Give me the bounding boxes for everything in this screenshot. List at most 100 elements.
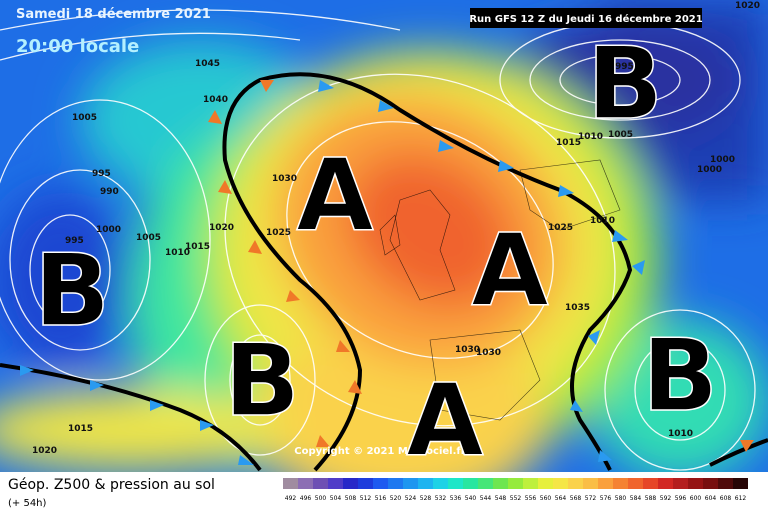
- colorbar-cell: [553, 478, 568, 489]
- colorbar-cell: [688, 478, 703, 489]
- isobar-label: 1010: [590, 216, 615, 226]
- colorbar-cell: [298, 478, 313, 489]
- colorbar-cell: [373, 478, 388, 489]
- colorbar-cell: [283, 478, 298, 489]
- isobar-label: 1010: [578, 132, 603, 142]
- isobar-label: 1005: [608, 130, 633, 140]
- colorbar: 492 496 500 504 508 512 516 520 524 528 532 536 540 5…: [283, 478, 748, 502]
- colorbar-cell: [733, 478, 748, 489]
- colorbar-label: 524: [405, 495, 417, 502]
- date-label: Samedi 18 décembre 2021: [16, 7, 211, 22]
- colorbar-cell: [568, 478, 583, 489]
- isobar-label: 1025: [266, 228, 291, 238]
- isobar-label: 1030: [455, 345, 480, 355]
- isobar-label: 995: [92, 169, 111, 179]
- pressure-center: A: [296, 137, 373, 254]
- colorbar-cell: [343, 478, 358, 489]
- colorbar-label: 588: [645, 495, 657, 502]
- isobar-label: 1000: [96, 225, 121, 235]
- colorbar-cell: [658, 478, 673, 489]
- pressure-center: A: [471, 212, 548, 329]
- colorbar-label: 540: [465, 495, 477, 502]
- colorbar-label: 500: [315, 495, 327, 502]
- copyright: Copyright © 2021 Meteociel.fr: [294, 446, 465, 457]
- colorbar-cell: [358, 478, 373, 489]
- colorbar-cell: [478, 478, 493, 489]
- colorbar-cell: [673, 478, 688, 489]
- colorbar-cell: [583, 478, 598, 489]
- footer-title: Géop. Z500 & pression au sol: [8, 477, 215, 493]
- pressure-center: B: [224, 322, 300, 439]
- colorbar-label: 612: [735, 495, 747, 502]
- isobar-label: 1035: [565, 303, 590, 313]
- colorbar-cell: [328, 478, 343, 489]
- isobar-label: 1015: [68, 424, 93, 434]
- colorbar-label: 544: [480, 495, 492, 502]
- isobar-label: 1020: [209, 223, 234, 233]
- colorbar-cell: [313, 478, 328, 489]
- colorbar-cell: [418, 478, 433, 489]
- isobar-label: 1020: [32, 446, 57, 456]
- colorbar-cell: [598, 478, 613, 489]
- isobar-label: 1005: [136, 233, 161, 243]
- colorbar-cell: [448, 478, 463, 489]
- colorbar-cell: [388, 478, 403, 489]
- isobar-label: 1005: [72, 113, 97, 123]
- isobar-label: 1040: [203, 95, 228, 105]
- colorbar-label: 608: [720, 495, 732, 502]
- isobar-label: 995: [65, 236, 84, 246]
- colorbar-label: 492: [285, 495, 297, 502]
- colorbar-label: 600: [690, 495, 702, 502]
- pressure-center: B: [34, 232, 110, 349]
- colorbar-label: 580: [615, 495, 627, 502]
- time-label: 20:00 locale: [16, 36, 139, 57]
- isobar-label: 990: [100, 187, 119, 197]
- colorbar-cell: [463, 478, 478, 489]
- pressure-center: B: [587, 25, 663, 142]
- colorbar-label: 568: [570, 495, 582, 502]
- isobar-label: 1010: [165, 248, 190, 258]
- pressure-center: B: [642, 317, 718, 434]
- isobar-label: 1030: [476, 348, 501, 358]
- colorbar-label: 596: [675, 495, 687, 502]
- pressure-center: A: [406, 362, 483, 479]
- isobar-label: 1015: [185, 242, 210, 252]
- colorbar-cell: [493, 478, 508, 489]
- colorbar-label: 528: [420, 495, 432, 502]
- isobar-label: 1000: [710, 155, 735, 165]
- colorbar-label: 592: [660, 495, 672, 502]
- isobar-label: 1045: [195, 59, 220, 69]
- run-box: [470, 8, 702, 28]
- isobar-label: 995: [615, 62, 634, 72]
- colorbar-cell: [703, 478, 718, 489]
- colorbar-label: 536: [450, 495, 462, 502]
- colorbar-label: 572: [585, 495, 597, 502]
- colorbar-label: 604: [705, 495, 717, 502]
- colorbar-label: 584: [630, 495, 642, 502]
- colorbar-label: 512: [360, 495, 372, 502]
- colorbar-cell: [433, 478, 448, 489]
- colorbar-label: 520: [390, 495, 402, 502]
- colorbar-label: 508: [345, 495, 357, 502]
- colorbar-cell: [523, 478, 538, 489]
- colorbar-cell: [628, 478, 643, 489]
- isobar-label: 1010: [668, 429, 693, 439]
- colorbar-label: 496: [300, 495, 312, 502]
- colorbar-label: 560: [540, 495, 552, 502]
- colorbar-cell: [613, 478, 628, 489]
- colorbar-label: 516: [375, 495, 387, 502]
- colorbar-cell: [508, 478, 523, 489]
- colorbar-label: 552: [510, 495, 522, 502]
- footer-lead: (+ 54h): [8, 498, 47, 509]
- colorbar-label: 548: [495, 495, 507, 502]
- isobar-label: 1020: [735, 1, 760, 11]
- isobar-label: 1030: [272, 174, 297, 184]
- colorbar-cell: [538, 478, 553, 489]
- colorbar-cell: [718, 478, 733, 489]
- colorbar-label: 532: [435, 495, 447, 502]
- colorbar-label: 556: [525, 495, 537, 502]
